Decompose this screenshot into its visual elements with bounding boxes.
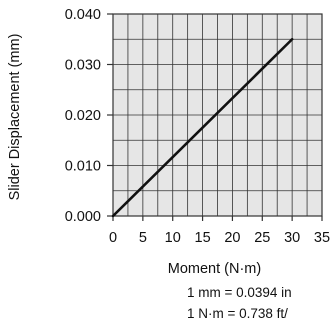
- x-tick-label: 0: [109, 230, 117, 246]
- x-tick-label: 10: [165, 230, 181, 246]
- x-tick-label: 20: [224, 230, 240, 246]
- x-tick-label: 15: [195, 230, 211, 246]
- tick-labels: 0.000 0.010 0.020 0.030 0.040 0 5 10 15 20 25 30 35: [65, 7, 330, 246]
- y-tick-label: 0.000: [65, 209, 101, 225]
- series-layer: [111, 37, 294, 218]
- y-tick-label: 0.040: [65, 7, 101, 23]
- grid: [113, 14, 322, 216]
- y-tick-label: 0.030: [65, 58, 101, 74]
- x-tick-label: 25: [254, 230, 270, 246]
- axes: [107, 13, 323, 221]
- y-tick-label: 0.020: [65, 108, 101, 124]
- x-tick-label: 5: [139, 230, 147, 246]
- unit-conversion-note-1: 1 mm = 0.0394 in: [187, 285, 292, 300]
- x-tick-label: 35: [314, 230, 330, 246]
- x-axis-label: Moment (N·m): [168, 261, 261, 277]
- x-tick-label: 30: [284, 230, 300, 246]
- y-axis-label: Slider Displacement (mm): [7, 34, 23, 201]
- series-line: [111, 37, 294, 218]
- unit-conversion-note-2: 1 N·m = 0.738 ft/: [187, 306, 288, 321]
- y-tick-label: 0.010: [65, 159, 101, 175]
